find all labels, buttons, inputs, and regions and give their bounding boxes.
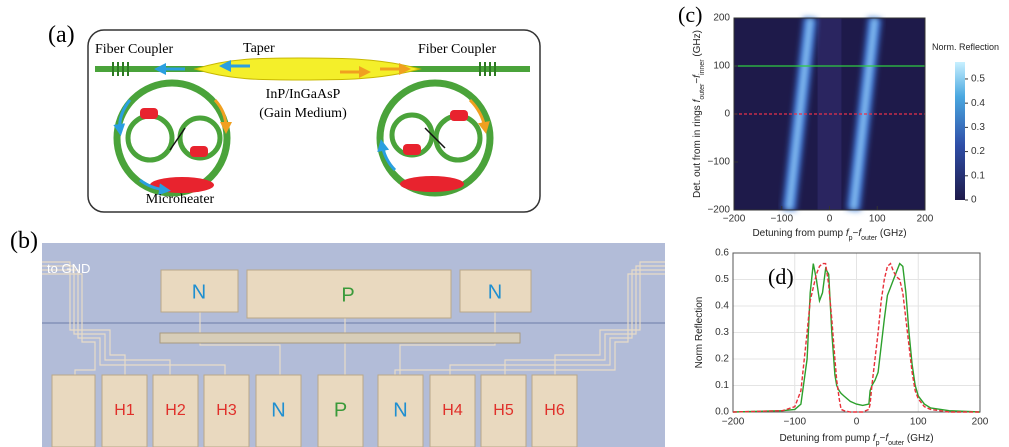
- label: InP/InGaAsP: [266, 87, 341, 102]
- y-tick-label: −100: [707, 157, 730, 168]
- y-tick-label: 0.3: [715, 327, 729, 338]
- y-tick-label: 0.1: [715, 380, 729, 391]
- pad-label: H2: [165, 402, 186, 419]
- panel-label: (c): [678, 2, 702, 27]
- x-tick-label: 0: [827, 214, 833, 225]
- x-tick-label: 0: [854, 417, 860, 428]
- panel-a: (a) Fiber Coupler Taper Fiber Coupler In…: [48, 22, 540, 212]
- pad-label: P: [334, 399, 347, 421]
- y-tick-label: 100: [713, 61, 730, 72]
- pad-label: H6: [544, 402, 565, 419]
- axis-label: Det. out from in rings fouter−finner (GH…: [692, 30, 706, 198]
- pad-label: N: [192, 281, 206, 303]
- label-part: outer: [861, 235, 878, 242]
- y-tick-label: 0.2: [715, 354, 729, 365]
- colorbar-tick-label: 0.3: [971, 122, 985, 133]
- label-part: inner: [699, 59, 706, 75]
- pad-label: N: [488, 281, 502, 303]
- label: Taper: [243, 41, 275, 56]
- colorbar-tick-label: 0.1: [971, 170, 985, 181]
- x-tick-label: −100: [783, 417, 806, 428]
- colorbar-title: Norm. Reflection: [932, 42, 999, 52]
- axis-label: Detuning from pump fp−fouter (GHz): [752, 228, 906, 242]
- pad-label: H5: [493, 402, 514, 419]
- x-tick-label: −200: [722, 417, 745, 428]
- label-part: Detuning from pump: [779, 433, 872, 444]
- axis-label: Detuning from pump fp−fouter (GHz): [779, 433, 933, 447]
- x-tick-label: 200: [917, 214, 934, 225]
- x-tick-label: −100: [770, 214, 793, 225]
- y-tick-label: 0.5: [715, 274, 729, 285]
- colorbar-tick-label: 0.4: [971, 98, 985, 109]
- y-tick-label: −200: [707, 205, 730, 216]
- x-tick-label: 100: [869, 214, 886, 225]
- x-tick-label: 200: [972, 417, 989, 428]
- pad-label: H4: [442, 402, 463, 419]
- label-part: (GHz): [877, 228, 906, 239]
- colorbar-tick-label: 0: [971, 195, 977, 206]
- pad-label: H1: [114, 402, 135, 419]
- figure: (a) Fiber Coupler Taper Fiber Coupler In…: [0, 0, 1009, 447]
- label: Fiber Coupler: [95, 42, 173, 57]
- label: to GND: [47, 261, 90, 276]
- pad-label: N: [393, 399, 407, 421]
- label: (Gain Medium): [259, 106, 347, 121]
- colorbar-tick-label: 0.5: [971, 74, 985, 85]
- label-part: Det. out from in rings: [692, 102, 703, 198]
- label-part: outer: [699, 83, 706, 100]
- panel-label: (b): [10, 228, 38, 254]
- panel-label: (a): [48, 22, 75, 48]
- colorbar: [955, 62, 965, 200]
- label: Fiber Coupler: [418, 42, 496, 57]
- y-tick-label: 0.6: [715, 248, 729, 259]
- pad-label: P: [341, 284, 354, 306]
- label-part: Detuning from pump: [752, 228, 845, 239]
- pad: [52, 375, 95, 447]
- y-tick-label: 200: [713, 13, 730, 24]
- annotation: (d): [768, 264, 794, 289]
- x-tick-label: 100: [910, 417, 927, 428]
- pad-label: H3: [216, 402, 237, 419]
- gain-chip: [160, 333, 520, 343]
- label: Microheater: [146, 192, 215, 207]
- colorbar-tick-label: 0.2: [971, 146, 985, 157]
- label-part: (GHz): [692, 30, 703, 59]
- label-part: (GHz): [904, 433, 933, 444]
- y-tick-label: 0.4: [715, 301, 729, 312]
- label-part: outer: [888, 440, 905, 447]
- axis-label: Norm Reflection: [694, 297, 705, 369]
- y-tick-label: 0: [724, 109, 730, 120]
- pad-label: N: [271, 399, 285, 421]
